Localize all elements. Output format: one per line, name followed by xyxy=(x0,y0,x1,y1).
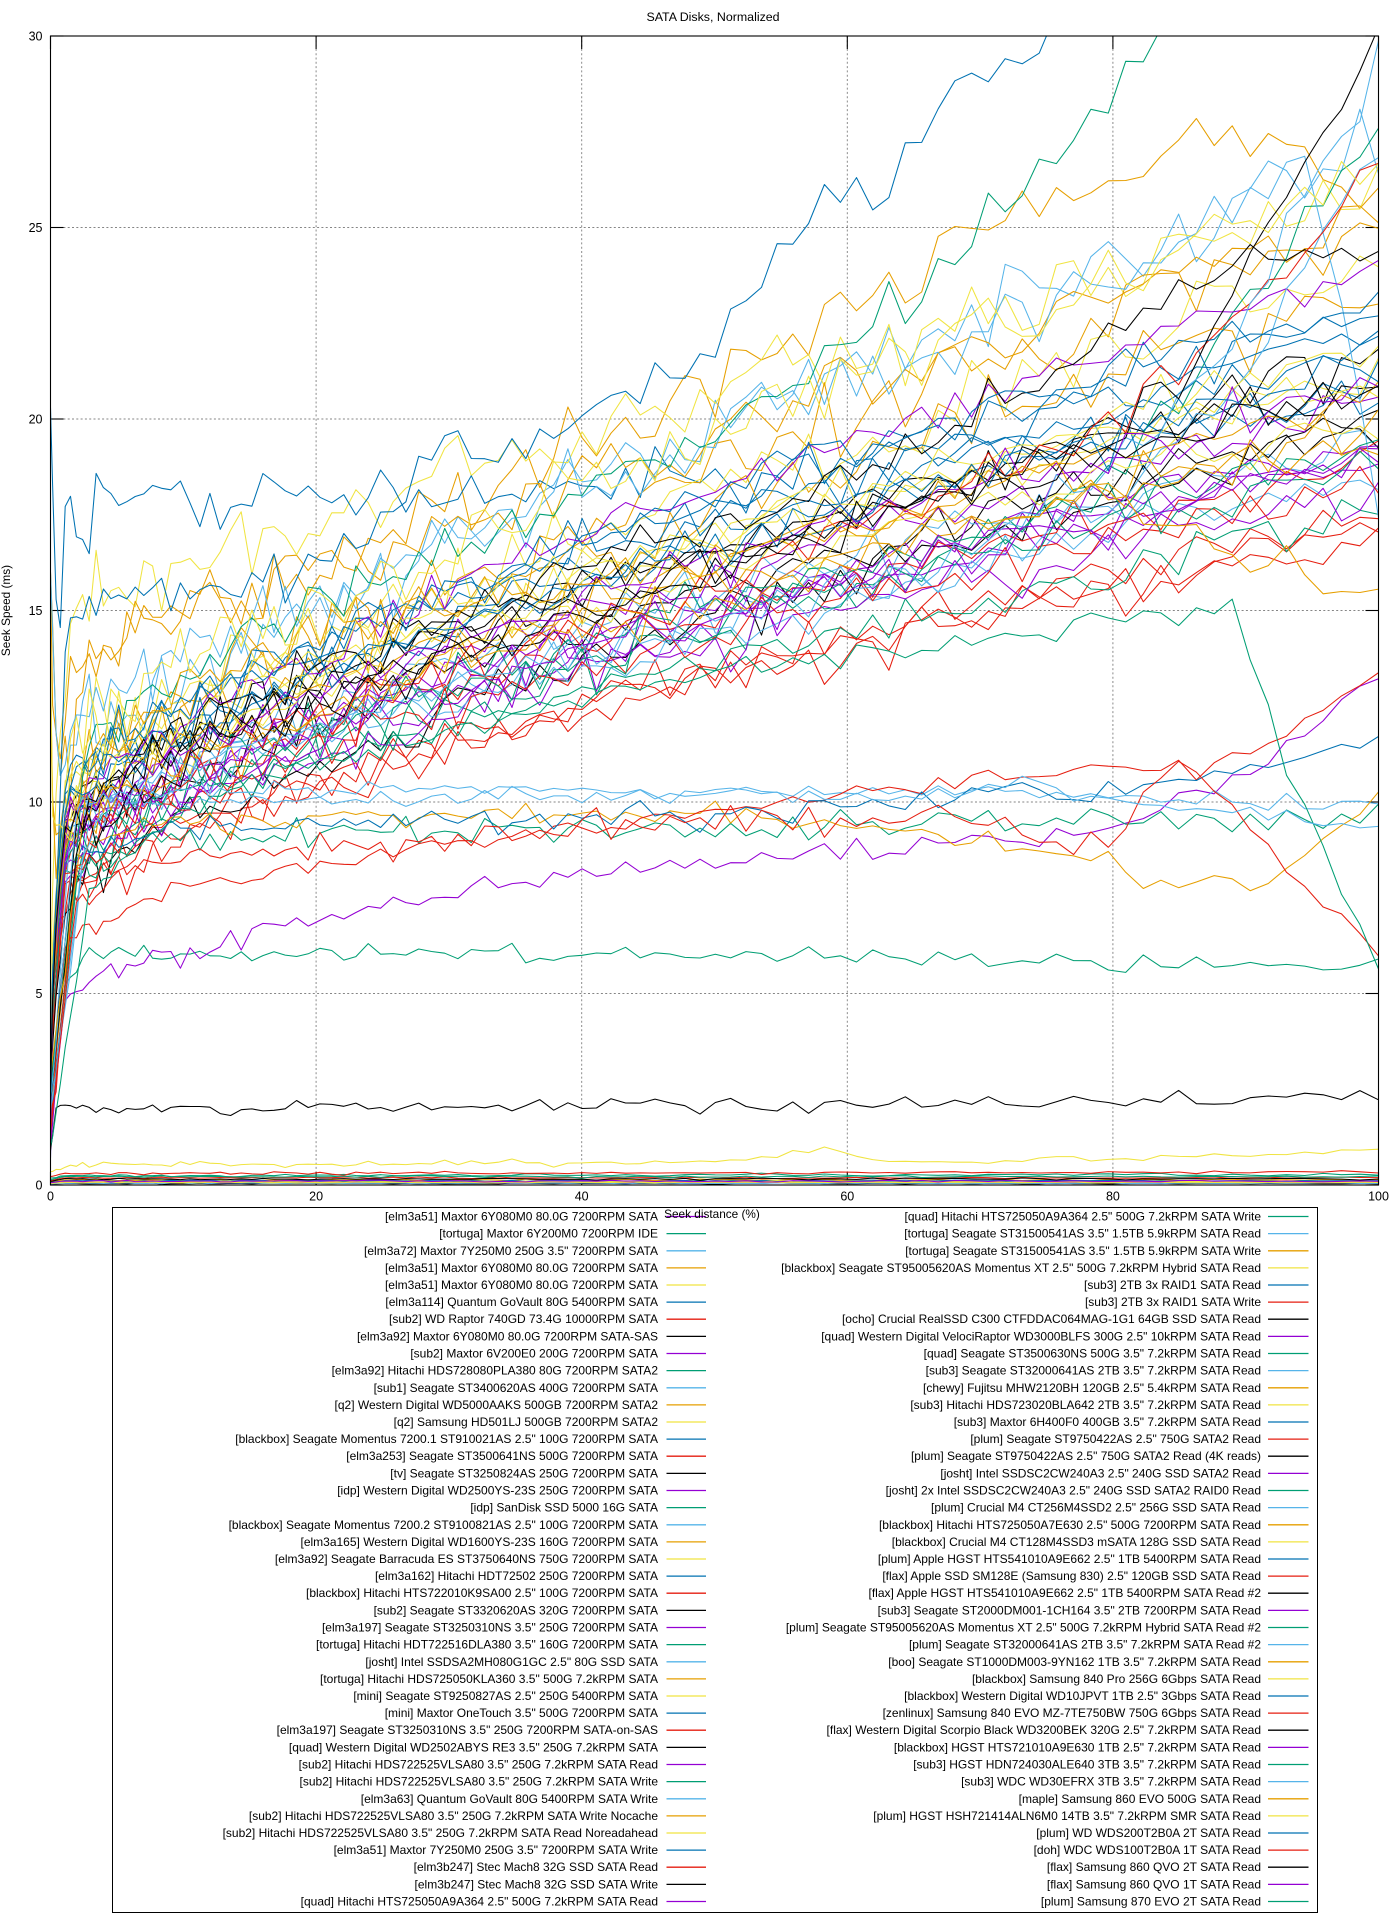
svg-text:[blackbox] Seagate Momentus 72: [blackbox] Seagate Momentus 7200.2 ST910… xyxy=(229,1518,658,1532)
svg-text:[sub3] 2TB 3x RAID1 SATA Read: [sub3] 2TB 3x RAID1 SATA Read xyxy=(1084,1278,1261,1292)
svg-text:[sub2] Hitachi HDS722525VLSA80: [sub2] Hitachi HDS722525VLSA80 3.5" 250G… xyxy=(299,1758,658,1772)
svg-text:[quad] Hitachi HTS725050A9A364: [quad] Hitachi HTS725050A9A364 2.5" 500G… xyxy=(301,1895,658,1909)
svg-text:[josht] 2x Intel SSDSC2CW240A3: [josht] 2x Intel SSDSC2CW240A3 2.5" 240G… xyxy=(886,1484,1261,1498)
svg-text:[blackbox] Samsung 840 Pro 256: [blackbox] Samsung 840 Pro 256G 6Gbps SA… xyxy=(972,1672,1261,1686)
svg-text:[quad] Hitachi HTS725050A9A364: [quad] Hitachi HTS725050A9A364 2.5" 500G… xyxy=(905,1210,1262,1224)
svg-text:[elm3a114] Quantum GoVault 80G: [elm3a114] Quantum GoVault 80G 5400RPM S… xyxy=(385,1295,658,1309)
svg-text:0: 0 xyxy=(47,1190,54,1204)
svg-text:[plum] Seagate ST32000641AS 2T: [plum] Seagate ST32000641AS 2TB 3.5" 7.2… xyxy=(909,1638,1261,1652)
svg-text:Seek Speed (ms): Seek Speed (ms) xyxy=(0,565,13,656)
svg-text:[plum] Seagate ST9750422AS 2.5: [plum] Seagate ST9750422AS 2.5" 750G SAT… xyxy=(970,1432,1261,1446)
svg-text:[elm3a253] Seagate ST3500641NS: [elm3a253] Seagate ST3500641NS 500G 7200… xyxy=(346,1449,658,1463)
svg-text:[sub2] Hitachi HDS722525VLSA80: [sub2] Hitachi HDS722525VLSA80 3.5" 250G… xyxy=(249,1809,658,1823)
svg-text:[quad] Western Digital WD2502A: [quad] Western Digital WD2502ABYS RE3 3.… xyxy=(289,1740,658,1754)
svg-text:[sub3] Maxtor 6H400F0 400GB 3.: [sub3] Maxtor 6H400F0 400GB 3.5" 7.2kRPM… xyxy=(954,1415,1261,1429)
svg-text:25: 25 xyxy=(29,221,43,235)
svg-text:[boo] Seagate ST1000DM003-9YN1: [boo] Seagate ST1000DM003-9YN162 1TB 3.5… xyxy=(888,1655,1261,1669)
svg-text:[sub2] Hitachi HDS722525VLSA80: [sub2] Hitachi HDS722525VLSA80 3.5" 250G… xyxy=(223,1826,658,1840)
svg-text:[ocho] Crucial RealSSD C300 CT: [ocho] Crucial RealSSD C300 CTFDDAC064MA… xyxy=(842,1312,1261,1326)
svg-text:[plum] Seagate ST9750422AS 2.5: [plum] Seagate ST9750422AS 2.5" 750G SAT… xyxy=(911,1449,1261,1463)
svg-text:Seek distance (%): Seek distance (%) xyxy=(664,1207,760,1221)
svg-text:5: 5 xyxy=(36,987,43,1001)
svg-text:[mini] Seagate ST9250827AS 2.5: [mini] Seagate ST9250827AS 2.5" 250G 540… xyxy=(353,1689,658,1703)
svg-text:[elm3a92] Hitachi HDS728080PLA: [elm3a92] Hitachi HDS728080PLA380 80G 72… xyxy=(332,1364,659,1378)
svg-text:[tortuga] Seagate ST31500541AS: [tortuga] Seagate ST31500541AS 3.5" 1.5T… xyxy=(904,1227,1261,1241)
svg-text:[sub3] Seagate ST2000DM001-1CH: [sub3] Seagate ST2000DM001-1CH164 3.5" 2… xyxy=(878,1603,1261,1617)
svg-text:[sub3] WDC WD30EFRX 3TB 3.5" 7: [sub3] WDC WD30EFRX 3TB 3.5" 7.2kRPM SAT… xyxy=(961,1775,1261,1789)
svg-text:[elm3a165] Western Digital WD1: [elm3a165] Western Digital WD1600YS-23S … xyxy=(300,1535,658,1549)
svg-text:[mini] Maxtor OneTouch 3.5" 50: [mini] Maxtor OneTouch 3.5" 500G 7200RPM… xyxy=(385,1706,658,1720)
svg-text:30: 30 xyxy=(29,30,43,44)
svg-text:100: 100 xyxy=(1368,1190,1389,1204)
svg-text:[flax] Western Digital Scorpio: [flax] Western Digital Scorpio Black WD3… xyxy=(827,1723,1261,1737)
svg-text:[sub3] Seagate ST32000641AS 2T: [sub3] Seagate ST32000641AS 2TB 3.5" 7.2… xyxy=(926,1364,1261,1378)
svg-text:[elm3a51] Maxtor 6Y080M0 80.0G: [elm3a51] Maxtor 6Y080M0 80.0G 7200RPM S… xyxy=(385,1261,658,1275)
svg-text:[tortuga] Hitachi HDT722516DLA: [tortuga] Hitachi HDT722516DLA380 3.5" 1… xyxy=(316,1638,658,1652)
svg-text:[quad] Seagate ST3500630NS 500: [quad] Seagate ST3500630NS 500G 3.5" 7.2… xyxy=(924,1347,1261,1361)
svg-text:[elm3a197] Seagate ST3250310NS: [elm3a197] Seagate ST3250310NS 3.5" 250G… xyxy=(277,1723,658,1737)
svg-text:[blackbox] Seagate ST95005620A: [blackbox] Seagate ST95005620AS Momentus… xyxy=(781,1261,1261,1275)
svg-text:[chewy] Fujitsu MHW2120BH 120G: [chewy] Fujitsu MHW2120BH 120GB 2.5" 5.4… xyxy=(923,1381,1261,1395)
svg-text:[flax] Samsung 860 QVO 2T SATA: [flax] Samsung 860 QVO 2T SATA Read xyxy=(1047,1860,1261,1874)
svg-text:60: 60 xyxy=(840,1190,854,1204)
svg-text:[blackbox] Hitachi HTS725050A7: [blackbox] Hitachi HTS725050A7E630 2.5" … xyxy=(879,1518,1261,1532)
svg-text:20: 20 xyxy=(29,413,43,427)
svg-text:[tortuga] Hitachi HDS725050KLA: [tortuga] Hitachi HDS725050KLA360 3.5" 5… xyxy=(320,1672,658,1686)
svg-text:[sub1] Seagate ST3400620AS 400: [sub1] Seagate ST3400620AS 400G 7200RPM … xyxy=(374,1381,658,1395)
svg-text:[plum] Apple HGST HTS541010A9E: [plum] Apple HGST HTS541010A9E662 2.5" 1… xyxy=(878,1552,1261,1566)
svg-text:[elm3a92] Seagate Barracuda ES: [elm3a92] Seagate Barracuda ES ST3750640… xyxy=(275,1552,658,1566)
svg-text:[blackbox] Western Digital WD1: [blackbox] Western Digital WD10JPVT 1TB … xyxy=(904,1689,1261,1703)
svg-text:[flax] Apple SSD SM128E (Samsu: [flax] Apple SSD SM128E (Samsung 830) 2.… xyxy=(882,1569,1261,1583)
svg-text:[blackbox] Seagate Momentus 72: [blackbox] Seagate Momentus 7200.1 ST910… xyxy=(235,1432,658,1446)
svg-text:[tortuga] Maxtor 6Y200M0 7200R: [tortuga] Maxtor 6Y200M0 7200RPM IDE xyxy=(439,1227,658,1241)
svg-text:[sub2] Seagate ST3320620AS 320: [sub2] Seagate ST3320620AS 320G 7200RPM … xyxy=(374,1603,658,1617)
svg-text:[q2] Western Digital WD5000AAK: [q2] Western Digital WD5000AAKS 500GB 72… xyxy=(335,1398,659,1412)
svg-text:[plum] HGST HSH721414ALN6M0 14: [plum] HGST HSH721414ALN6M0 14TB 3.5" 7.… xyxy=(873,1809,1261,1823)
svg-text:[idp] SanDisk SSD 5000 16G SAT: [idp] SanDisk SSD 5000 16G SATA xyxy=(470,1501,658,1515)
svg-text:[blackbox] Crucial M4 CT128M4S: [blackbox] Crucial M4 CT128M4SSD3 mSATA … xyxy=(892,1535,1261,1549)
svg-text:[maple] Samsung 860 EVO 500G S: [maple] Samsung 860 EVO 500G SATA Read xyxy=(1019,1792,1261,1806)
svg-text:[sub2] Hitachi HDS722525VLSA80: [sub2] Hitachi HDS722525VLSA80 3.5" 250G… xyxy=(300,1775,659,1789)
svg-text:[tortuga] Seagate ST31500541AS: [tortuga] Seagate ST31500541AS 3.5" 1.5T… xyxy=(905,1244,1261,1258)
svg-text:[flax] Samsung 860 QVO 1T SATA: [flax] Samsung 860 QVO 1T SATA Read xyxy=(1047,1877,1261,1891)
svg-text:20: 20 xyxy=(309,1190,323,1204)
svg-text:[blackbox] HGST HTS721010A9E63: [blackbox] HGST HTS721010A9E630 1TB 2.5"… xyxy=(894,1740,1261,1754)
svg-text:[idp] Western Digital WD2500YS: [idp] Western Digital WD2500YS-23S 250G … xyxy=(337,1484,658,1498)
svg-text:[elm3a162] Hitachi HDT72502 25: [elm3a162] Hitachi HDT72502 250G 7200RPM… xyxy=(375,1569,658,1583)
svg-text:[elm3a197] Seagate ST3250310NS: [elm3a197] Seagate ST3250310NS 3.5" 250G… xyxy=(322,1621,658,1635)
svg-text:[elm3b247] Stec Mach8 32G SSD: [elm3b247] Stec Mach8 32G SSD SATA Write xyxy=(415,1877,659,1891)
svg-text:[q2] Samsung HD501LJ 500GB 720: [q2] Samsung HD501LJ 500GB 7200RPM SATA2 xyxy=(394,1415,659,1429)
svg-text:[elm3a72] Maxtor 7Y250M0 250G: [elm3a72] Maxtor 7Y250M0 250G 3.5" 7200R… xyxy=(364,1244,658,1258)
svg-text:[sub3] Hitachi HDS723020BLA642: [sub3] Hitachi HDS723020BLA642 2TB 3.5" … xyxy=(910,1398,1261,1412)
svg-text:[elm3b247] Stec Mach8 32G SSD: [elm3b247] Stec Mach8 32G SSD SATA Read xyxy=(414,1860,658,1874)
svg-text:[elm3a51] Maxtor 6Y080M0 80.0G: [elm3a51] Maxtor 6Y080M0 80.0G 7200RPM S… xyxy=(385,1278,658,1292)
svg-text:[sub2] Maxtor 6V200E0 200G 720: [sub2] Maxtor 6V200E0 200G 7200RPM SATA xyxy=(410,1347,658,1361)
svg-text:[plum] Samsung 870 EVO 2T SATA: [plum] Samsung 870 EVO 2T SATA Read xyxy=(1041,1895,1261,1909)
svg-text:[zenlinux] Samsung 840 EVO MZ-: [zenlinux] Samsung 840 EVO MZ-7TE750BW 7… xyxy=(883,1706,1261,1720)
svg-text:0: 0 xyxy=(36,1179,43,1193)
svg-text:[sub3] HGST HDN724030ALE640 3T: [sub3] HGST HDN724030ALE640 3TB 3.5" 7.2… xyxy=(913,1758,1261,1772)
svg-text:[plum] WD WDS200T2B0A 2T SATA: [plum] WD WDS200T2B0A 2T SATA Read xyxy=(1036,1826,1261,1840)
svg-text:[elm3a63] Quantum GoVault 80G: [elm3a63] Quantum GoVault 80G 5400RPM SA… xyxy=(361,1792,659,1806)
svg-text:[tv] Seagate ST3250824AS 250G: [tv] Seagate ST3250824AS 250G 7200RPM SA… xyxy=(390,1466,658,1480)
svg-text:15: 15 xyxy=(29,604,43,618)
svg-text:[doh] WDC WDS100T2B0A 1T SATA: [doh] WDC WDS100T2B0A 1T SATA Read xyxy=(1034,1843,1261,1857)
svg-text:[sub2] WD Raptor 740GD 73.4G 1: [sub2] WD Raptor 740GD 73.4G 10000RPM SA… xyxy=(389,1312,658,1326)
svg-text:[elm3a51] Maxtor 6Y080M0 80.0G: [elm3a51] Maxtor 6Y080M0 80.0G 7200RPM S… xyxy=(385,1210,658,1224)
svg-text:80: 80 xyxy=(1106,1190,1120,1204)
svg-text:[quad] Western Digital VelociR: [quad] Western Digital VelociRaptor WD30… xyxy=(821,1329,1261,1343)
svg-text:[josht] Intel SSDSA2MH080G1GC: [josht] Intel SSDSA2MH080G1GC 2.5" 80G S… xyxy=(365,1655,658,1669)
svg-text:[sub3] 2TB 3x RAID1 SATA Write: [sub3] 2TB 3x RAID1 SATA Write xyxy=(1085,1295,1261,1309)
svg-text:[blackbox] Hitachi HTS722010K9: [blackbox] Hitachi HTS722010K9SA00 2.5" … xyxy=(306,1586,658,1600)
svg-text:[flax] Apple HGST HTS541010A9E: [flax] Apple HGST HTS541010A9E662 2.5" 1… xyxy=(869,1586,1262,1600)
svg-text:[elm3a92] Maxtor 6Y080M0 80.0G: [elm3a92] Maxtor 6Y080M0 80.0G 7200RPM S… xyxy=(357,1329,658,1343)
svg-text:40: 40 xyxy=(575,1190,589,1204)
svg-text:SATA Disks, Normalized: SATA Disks, Normalized xyxy=(646,10,779,24)
svg-text:[elm3a51] Maxtor 7Y250M0 250G: [elm3a51] Maxtor 7Y250M0 250G 3.5" 7200R… xyxy=(334,1843,659,1857)
svg-text:[plum] Crucial M4 CT256M4SSD2: [plum] Crucial M4 CT256M4SSD2 2.5" 256G … xyxy=(931,1501,1261,1515)
svg-text:[josht] Intel SSDSC2CW240A3 2.: [josht] Intel SSDSC2CW240A3 2.5" 240G SS… xyxy=(940,1466,1261,1480)
svg-text:10: 10 xyxy=(29,796,43,810)
svg-text:[plum] Seagate ST95005620AS Mo: [plum] Seagate ST95005620AS Momentus XT … xyxy=(786,1621,1262,1635)
